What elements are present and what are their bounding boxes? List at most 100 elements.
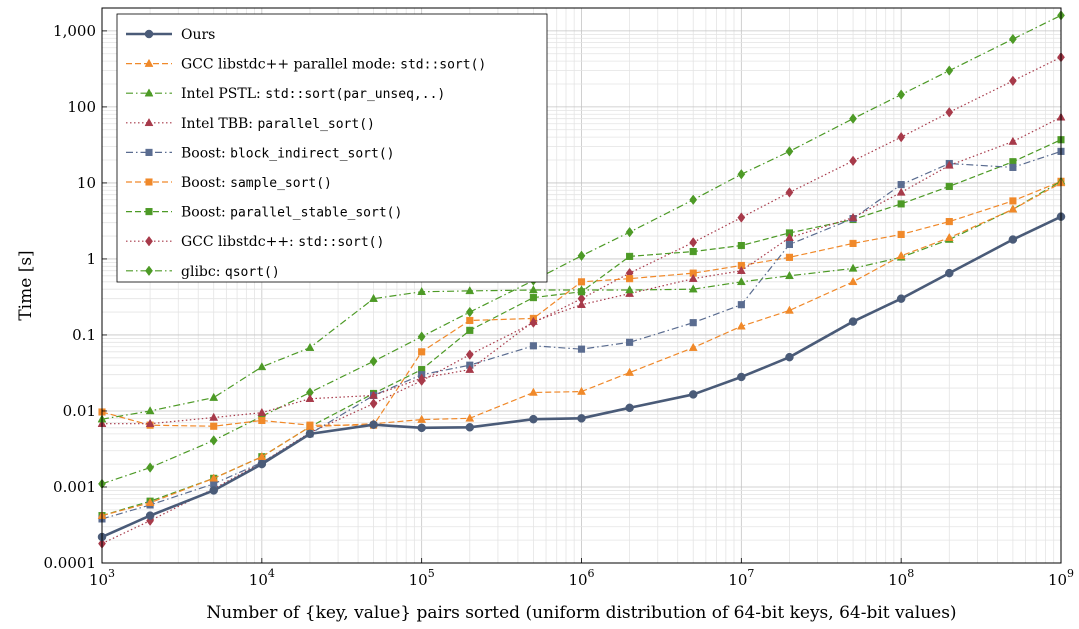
data-point bbox=[1008, 33, 1017, 45]
data-point bbox=[369, 356, 378, 367]
data-point bbox=[945, 182, 953, 190]
data-point bbox=[528, 316, 538, 325]
data-point bbox=[529, 414, 538, 424]
data-point bbox=[417, 373, 427, 382]
data-point bbox=[896, 187, 906, 196]
data-point bbox=[897, 200, 905, 208]
data-point bbox=[146, 462, 155, 473]
data-point bbox=[577, 285, 586, 294]
data-point bbox=[528, 387, 538, 396]
data-point bbox=[785, 187, 794, 198]
data-point bbox=[688, 342, 698, 351]
data-point bbox=[145, 497, 155, 507]
data-point bbox=[1008, 75, 1017, 87]
data-point bbox=[417, 423, 426, 433]
data-point bbox=[945, 268, 954, 278]
data-point bbox=[145, 511, 155, 520]
data-point bbox=[145, 418, 155, 427]
data-point bbox=[944, 160, 954, 169]
data-point bbox=[945, 65, 954, 76]
data-point bbox=[305, 342, 315, 351]
data-point bbox=[305, 393, 315, 402]
data-point bbox=[896, 294, 906, 303]
legend-label: glibc: qsort() bbox=[181, 264, 280, 280]
data-point bbox=[689, 319, 697, 327]
data-point bbox=[417, 414, 427, 423]
y-tick-label: 0.1 bbox=[72, 326, 96, 344]
legend-label: Ours bbox=[181, 27, 215, 43]
data-point bbox=[945, 218, 953, 226]
legend-item: Boost: parallel_stable_sort() bbox=[126, 205, 402, 221]
data-point bbox=[626, 275, 634, 283]
series-3 bbox=[97, 112, 1066, 427]
data-point bbox=[528, 285, 538, 294]
data-point bbox=[257, 451, 267, 460]
data-point bbox=[145, 406, 155, 415]
y-tick-label: 0.01 bbox=[63, 402, 96, 420]
x-tick-label: 108 bbox=[888, 567, 914, 589]
data-point bbox=[577, 250, 586, 262]
data-point bbox=[577, 414, 586, 423]
data-point bbox=[737, 301, 745, 309]
y-tick-label: 1 bbox=[86, 250, 96, 268]
data-point bbox=[369, 390, 378, 399]
legend-item: Boost: sample_sort() bbox=[126, 175, 332, 191]
y-tick-label: 10 bbox=[77, 174, 96, 192]
y-tick-label: 0.001 bbox=[53, 478, 96, 496]
data-point bbox=[465, 349, 474, 360]
data-point bbox=[417, 331, 426, 342]
data-point bbox=[465, 306, 474, 318]
x-tick-label: 103 bbox=[89, 567, 115, 589]
legend-item: glibc: qsort() bbox=[126, 264, 280, 280]
data-point bbox=[737, 372, 746, 382]
legend-item: GCC libstdc++ parallel mode: std::sort() bbox=[126, 57, 486, 73]
series-0 bbox=[97, 212, 1066, 542]
legend-label: Intel PSTL: std::sort(par_unseq,..) bbox=[181, 86, 445, 102]
legend-marker bbox=[144, 117, 154, 127]
data-point bbox=[465, 413, 475, 422]
data-point bbox=[626, 252, 634, 260]
data-point bbox=[529, 294, 537, 302]
data-point bbox=[849, 239, 857, 247]
data-point bbox=[737, 212, 746, 223]
data-point bbox=[736, 276, 746, 286]
data-point bbox=[849, 113, 857, 124]
data-point bbox=[736, 321, 746, 330]
data-point bbox=[305, 429, 315, 439]
data-point bbox=[577, 278, 586, 286]
legend-marker bbox=[145, 265, 153, 277]
data-point bbox=[465, 423, 475, 432]
data-point bbox=[577, 345, 586, 353]
legend-box bbox=[116, 13, 548, 283]
data-point bbox=[848, 212, 858, 221]
x-axis-title: Number of {key, value} pairs sorted (uni… bbox=[206, 603, 956, 623]
data-point bbox=[897, 89, 906, 100]
legend-marker bbox=[144, 88, 154, 97]
data-point bbox=[577, 299, 586, 308]
x-tick-label: 106 bbox=[568, 567, 594, 589]
data-point bbox=[577, 386, 586, 395]
data-point bbox=[849, 155, 857, 167]
data-point bbox=[369, 398, 378, 409]
data-point bbox=[257, 459, 267, 469]
data-point bbox=[418, 348, 426, 356]
legend-marker bbox=[145, 208, 153, 216]
data-point bbox=[785, 146, 794, 157]
data-point bbox=[209, 412, 219, 421]
x-tick-label: 109 bbox=[1048, 567, 1074, 589]
data-point bbox=[210, 422, 218, 430]
data-point bbox=[257, 362, 267, 371]
data-point bbox=[1009, 197, 1017, 205]
legend-label: Boost: sample_sort() bbox=[181, 175, 332, 191]
legend-label: Boost: parallel_stable_sort() bbox=[181, 205, 402, 221]
legend-item: Ours bbox=[126, 27, 215, 43]
data-point bbox=[785, 232, 794, 241]
data-point bbox=[625, 403, 634, 413]
legend-marker bbox=[145, 235, 153, 247]
y-tick-label: 1,000 bbox=[53, 22, 96, 40]
legend-item: GCC libstdc++: std::sort() bbox=[126, 234, 384, 250]
legend-item: Boost: block_indirect_sort() bbox=[126, 145, 395, 161]
data-point bbox=[625, 285, 635, 294]
